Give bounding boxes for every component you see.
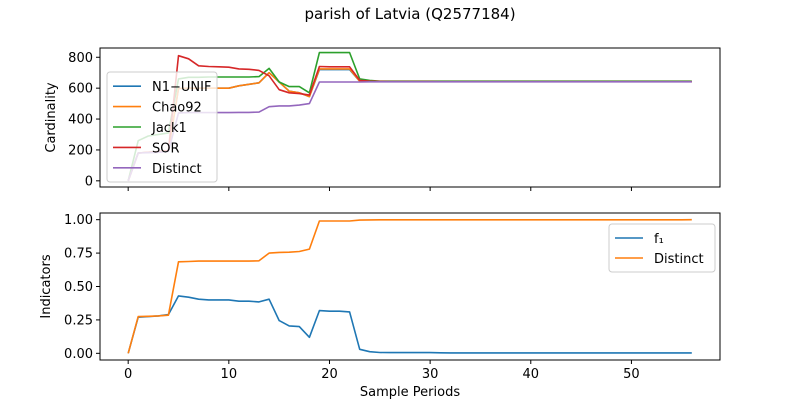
top-y-tick-label: 400 [68,113,93,128]
bottom-x-tick-label: 10 [221,367,238,382]
top-legend-label: SOR [152,141,180,156]
top-legend-label: Chao92 [152,101,202,116]
bottom-series-line [127,218,692,354]
top-series-line [127,81,692,182]
top-legend-label: Jack1 [151,121,187,136]
top-legend-label: N1−UNIF [152,80,211,95]
top-y-axis-label: Cardinality [44,82,59,153]
bottom-x-tick-label: 0 [124,367,132,382]
bottom-y-tick-label: 0.00 [64,347,93,362]
top-y-tick-label: 0 [85,174,93,189]
bottom-x-tick-label: 30 [422,367,439,382]
top-legend-label: Distinct [152,162,202,177]
x-axis-label: Sample Periods [360,385,460,400]
bottom-y-tick-label: 0.50 [64,280,93,295]
top-plot-frame [99,47,721,188]
top-legend [106,71,218,183]
bottom-y-tick-label: 1.00 [64,213,93,228]
bottom-x-tick-label: 40 [523,367,540,382]
bottom-y-tick-label: 0.75 [64,247,93,262]
bottom-legend-label: f₁ [654,232,664,247]
top-y-tick-label: 200 [68,143,93,158]
bottom-y-tick-label: 0.25 [64,313,93,328]
bottom-x-tick-label: 50 [623,367,640,382]
bottom-x-tick-label: 20 [321,367,338,382]
bottom-legend [608,223,716,273]
top-y-tick-label: 800 [68,51,93,66]
top-y-tick-label: 600 [68,82,93,97]
bottom-legend-label: Distinct [654,252,704,267]
bottom-panel: 0 10 20 30 40 50 0.00 0.25 0.50 0.75 1.00 Indicator… [39,212,721,382]
chart-title: parish of Latvia (Q2577184) [304,5,515,23]
bottom-series-line [127,295,692,354]
top-panel: 0 200 400 600 800 Cardinality N1−UNIF Chao92 Jac… [44,47,721,191]
bottom-y-axis-label: Indicators [39,254,54,318]
